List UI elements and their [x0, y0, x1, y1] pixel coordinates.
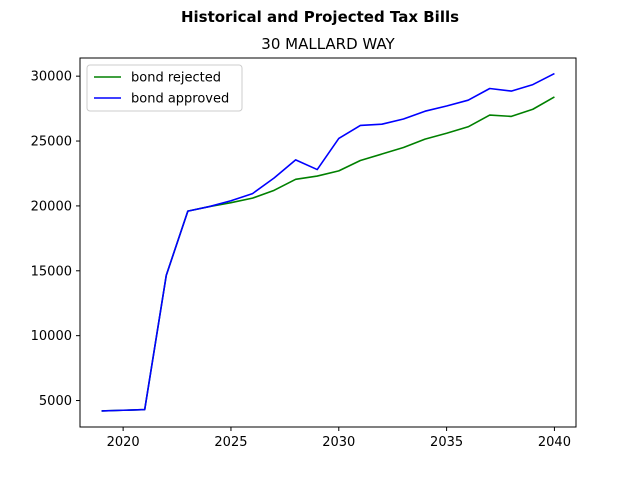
series-line-bond-approved — [101, 72, 555, 412]
legend-label: bond approved — [131, 92, 229, 107]
x-tick-label: 2020 — [107, 435, 140, 450]
y-tick-label: 20000 — [31, 199, 72, 214]
y-tick-label: 30000 — [31, 70, 72, 85]
x-tick-label: 2040 — [538, 435, 571, 450]
x-tick-label: 2025 — [214, 435, 247, 450]
y-tick-label: 10000 — [31, 329, 72, 344]
axes-frame — [79, 57, 577, 428]
x-tick-label: 2035 — [430, 435, 463, 450]
plot-area: 2020 2025 2030 2035 2040 5000 10000 15000 20000 2… — [31, 57, 577, 450]
y-tick-label: 5000 — [39, 394, 72, 409]
y-tick-label: 25000 — [31, 135, 72, 150]
y-tick-label: 15000 — [31, 264, 72, 279]
series-line-bond-rejected — [101, 96, 555, 412]
legend-label: bond rejected — [131, 71, 221, 86]
chart-suptitle: Historical and Projected Tax Bills — [181, 8, 459, 26]
chart-title: 30 MALLARD WAY — [261, 35, 395, 53]
x-tick-label: 2030 — [322, 435, 355, 450]
legend-box — [86, 64, 243, 112]
